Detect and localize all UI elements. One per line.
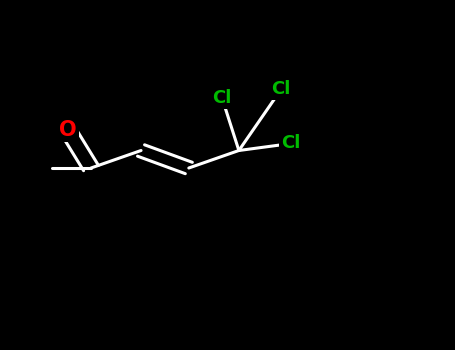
- Text: Cl: Cl: [212, 89, 232, 107]
- Text: Cl: Cl: [272, 80, 291, 98]
- Text: Cl: Cl: [282, 134, 301, 153]
- Text: O: O: [59, 119, 76, 140]
